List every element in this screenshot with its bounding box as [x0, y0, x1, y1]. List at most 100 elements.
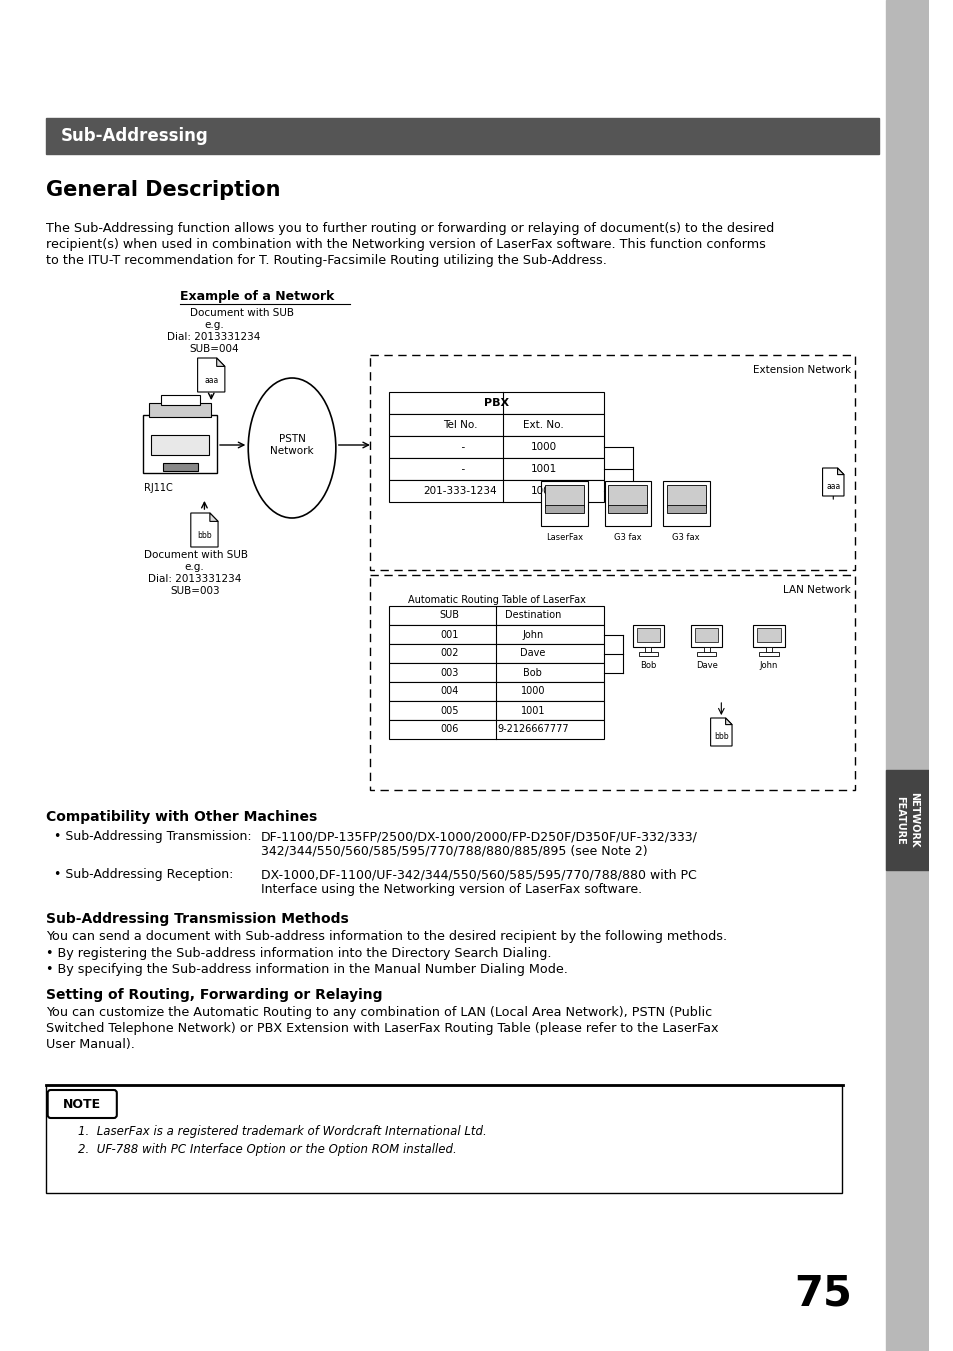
Text: aaa: aaa [825, 482, 840, 490]
Text: SUB=003: SUB=003 [170, 586, 219, 596]
Polygon shape [710, 717, 731, 746]
Bar [608, 485, 647, 507]
Text: Switched Telephone Network) or PBX Extension with LaserFax Routing Table (please: Switched Telephone Network) or PBX Exten… [46, 1021, 718, 1035]
Text: Dial: 2013331234: Dial: 2013331234 [148, 574, 241, 584]
Text: Interface using the Networking version of LaserFax software.: Interface using the Networking version o… [260, 884, 641, 896]
Bar [753, 626, 783, 647]
Text: LaserFax: LaserFax [545, 534, 582, 542]
Text: Tel No.: Tel No. [442, 420, 476, 430]
Text: Automatic Routing Table of LaserFax: Automatic Routing Table of LaserFax [407, 594, 585, 605]
Bar [370, 355, 854, 570]
Bar [160, 394, 199, 405]
Text: 1.  LaserFax is a registered trademark of Wordcraft International Ltd.: 1. LaserFax is a registered trademark of… [78, 1125, 486, 1138]
Text: RJ11C: RJ11C [144, 484, 172, 493]
Text: Dial: 2013331234: Dial: 2013331234 [168, 332, 260, 342]
Text: G3 fax: G3 fax [672, 534, 700, 542]
Text: LAN Network: LAN Network [782, 585, 850, 594]
Bar [604, 481, 651, 526]
Bar [697, 653, 716, 657]
Text: e.g.: e.g. [185, 562, 204, 571]
Text: You can customize the Automatic Routing to any combination of LAN (Local Area Ne: You can customize the Automatic Routing … [46, 1006, 711, 1019]
Bar [638, 653, 658, 657]
Bar [389, 626, 603, 644]
Bar [389, 644, 603, 663]
Text: e.g.: e.g. [204, 320, 224, 330]
Text: -: - [455, 463, 465, 474]
Text: Dave: Dave [695, 661, 717, 670]
Polygon shape [191, 513, 218, 547]
Bar [389, 480, 603, 503]
Text: G3 fax: G3 fax [614, 534, 641, 542]
Text: 75: 75 [793, 1273, 851, 1315]
Text: 002: 002 [439, 648, 458, 658]
Polygon shape [821, 467, 843, 496]
Text: 1002: 1002 [530, 486, 557, 496]
Bar [149, 403, 211, 417]
FancyBboxPatch shape [48, 1090, 116, 1119]
Bar [389, 458, 603, 480]
Text: 1000: 1000 [520, 686, 544, 697]
Text: Sub-Addressing Transmission Methods: Sub-Addressing Transmission Methods [46, 912, 348, 925]
Bar [370, 576, 854, 790]
Bar [389, 701, 603, 720]
Text: DX-1000,DF-1100/UF-342/344/550/560/585/595/770/788/880 with PC: DX-1000,DF-1100/UF-342/344/550/560/585/5… [260, 867, 696, 881]
Text: 006: 006 [439, 724, 458, 735]
Bar [666, 505, 705, 513]
Bar [389, 682, 603, 701]
Text: The Sub-Addressing function allows you to further routing or forwarding or relay: The Sub-Addressing function allows you t… [46, 222, 773, 235]
Text: Document with SUB: Document with SUB [190, 308, 294, 317]
Text: Bob: Bob [523, 667, 541, 677]
Bar [885, 0, 927, 1351]
Bar [389, 436, 603, 458]
Text: General Description: General Description [46, 180, 280, 200]
Text: • Sub-Addressing Transmission:: • Sub-Addressing Transmission: [53, 830, 251, 843]
Text: 001: 001 [439, 630, 458, 639]
Bar [608, 505, 647, 513]
Bar [540, 481, 587, 526]
Text: • By registering the Sub-address information into the Directory Search Dialing.: • By registering the Sub-address informa… [46, 947, 551, 961]
Text: Document with SUB: Document with SUB [144, 550, 248, 561]
Polygon shape [210, 513, 218, 521]
Bar [389, 413, 603, 436]
Bar [645, 647, 651, 653]
Text: Sub-Addressing: Sub-Addressing [60, 127, 208, 145]
Text: Example of a Network: Example of a Network [180, 290, 335, 303]
Text: 004: 004 [439, 686, 458, 697]
Text: Setting of Routing, Forwarding or Relaying: Setting of Routing, Forwarding or Relayi… [46, 988, 382, 1002]
Text: NOTE: NOTE [63, 1097, 101, 1111]
Text: PSTN
Network: PSTN Network [270, 434, 314, 457]
Bar [757, 628, 780, 642]
Bar [389, 392, 603, 413]
Text: 201-333-1234: 201-333-1234 [423, 486, 497, 496]
Text: bbb: bbb [197, 531, 212, 539]
Text: NETWORK
FEATURE: NETWORK FEATURE [894, 792, 919, 847]
Bar [636, 628, 659, 642]
Bar [151, 435, 209, 455]
Text: John: John [521, 630, 543, 639]
Polygon shape [216, 358, 225, 366]
Text: 005: 005 [439, 705, 458, 716]
Text: Dave: Dave [519, 648, 545, 658]
Bar [690, 626, 721, 647]
Text: 1001: 1001 [520, 705, 544, 716]
Text: 1000: 1000 [530, 442, 556, 453]
Bar [703, 647, 709, 653]
Text: Ext. No.: Ext. No. [522, 420, 563, 430]
Text: SUB=004: SUB=004 [189, 345, 238, 354]
Bar [666, 485, 705, 507]
Bar [389, 663, 603, 682]
Text: 342/344/550/560/585/595/770/788/880/885/895 (see Note 2): 342/344/550/560/585/595/770/788/880/885/… [260, 844, 647, 858]
Text: 003: 003 [439, 667, 458, 677]
Text: -: - [455, 442, 465, 453]
Text: You can send a document with Sub-address information to the desired recipient by: You can send a document with Sub-address… [46, 929, 726, 943]
Bar [46, 118, 878, 154]
Text: aaa: aaa [204, 376, 218, 385]
Bar [632, 626, 663, 647]
Text: Bob: Bob [639, 661, 656, 670]
Bar [389, 607, 603, 626]
Text: 2.  UF-788 with PC Interface Option or the Option ROM installed.: 2. UF-788 with PC Interface Option or th… [78, 1143, 456, 1156]
Bar [662, 481, 709, 526]
Text: SUB: SUB [439, 611, 458, 620]
Text: to the ITU-T recommendation for T. Routing-Facsimile Routing utilizing the Sub-A: to the ITU-T recommendation for T. Routi… [46, 254, 606, 267]
Bar [143, 415, 217, 473]
